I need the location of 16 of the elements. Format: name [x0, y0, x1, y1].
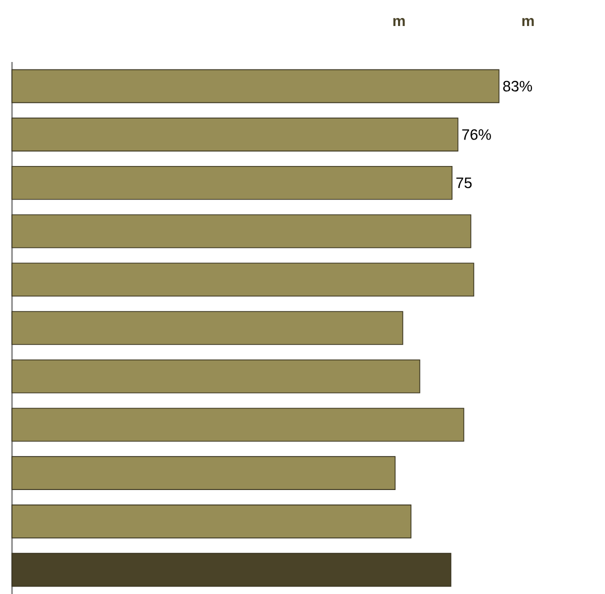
bar — [12, 504, 412, 538]
bar — [12, 262, 474, 297]
bar — [12, 359, 420, 394]
data-label: 76% — [462, 129, 491, 140]
bar — [12, 69, 500, 104]
text: m — [522, 18, 534, 26]
bar — [12, 408, 464, 442]
bar — [12, 311, 404, 345]
bar — [12, 166, 452, 200]
bar — [12, 552, 452, 587]
data-label: 83% — [503, 80, 532, 92]
bar — [12, 118, 458, 152]
data-label: 75 — [456, 178, 472, 188]
bar — [12, 214, 472, 248]
text: m — [393, 18, 405, 26]
bar — [12, 456, 396, 490]
